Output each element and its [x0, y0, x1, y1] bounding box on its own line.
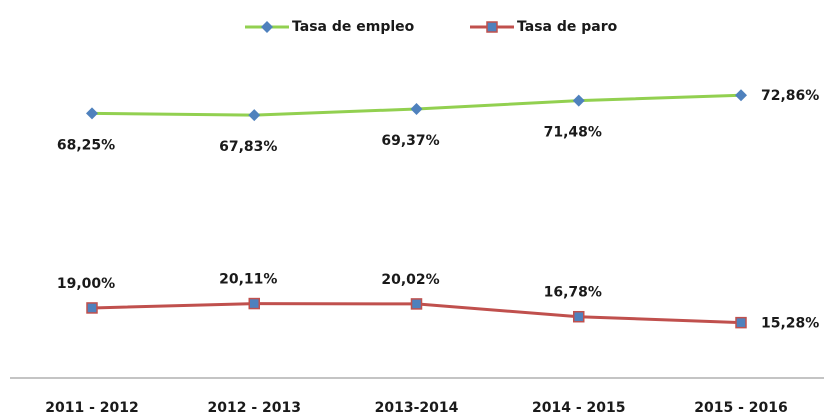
- point: [248, 109, 261, 122]
- legend-marker: [486, 21, 498, 33]
- data-label: 72,86%: [761, 88, 819, 104]
- data-label: 71,48%: [544, 125, 602, 141]
- x-tick-label: 2015 - 2016: [694, 400, 788, 416]
- x-tick-label: 2012 - 2013: [208, 400, 302, 416]
- point: [410, 298, 423, 310]
- point: [735, 89, 747, 102]
- x-tick-label: 2011 - 2012: [45, 400, 139, 416]
- point: [86, 107, 98, 120]
- data-label: 69,37%: [381, 133, 439, 149]
- x-tick-label: 2013-2014: [375, 400, 459, 416]
- data-label: 19,00%: [57, 276, 115, 292]
- point: [572, 94, 585, 107]
- x-tick-label: 2014 - 2015: [532, 400, 626, 416]
- legend-label: Tasa de paro: [517, 19, 618, 35]
- data-label: 15,28%: [761, 316, 819, 332]
- data-label: 16,78%: [544, 285, 602, 301]
- point: [86, 302, 98, 314]
- data-label: 67,83%: [219, 139, 277, 155]
- point: [735, 316, 747, 329]
- legend-label: Tasa de empleo: [292, 19, 415, 35]
- point: [410, 102, 423, 115]
- data-label: 68,25%: [57, 137, 115, 153]
- legend-marker: [261, 21, 273, 33]
- point: [248, 297, 260, 310]
- data-label: 20,02%: [381, 272, 439, 288]
- point: [573, 310, 585, 323]
- data-label: 20,11%: [219, 272, 277, 288]
